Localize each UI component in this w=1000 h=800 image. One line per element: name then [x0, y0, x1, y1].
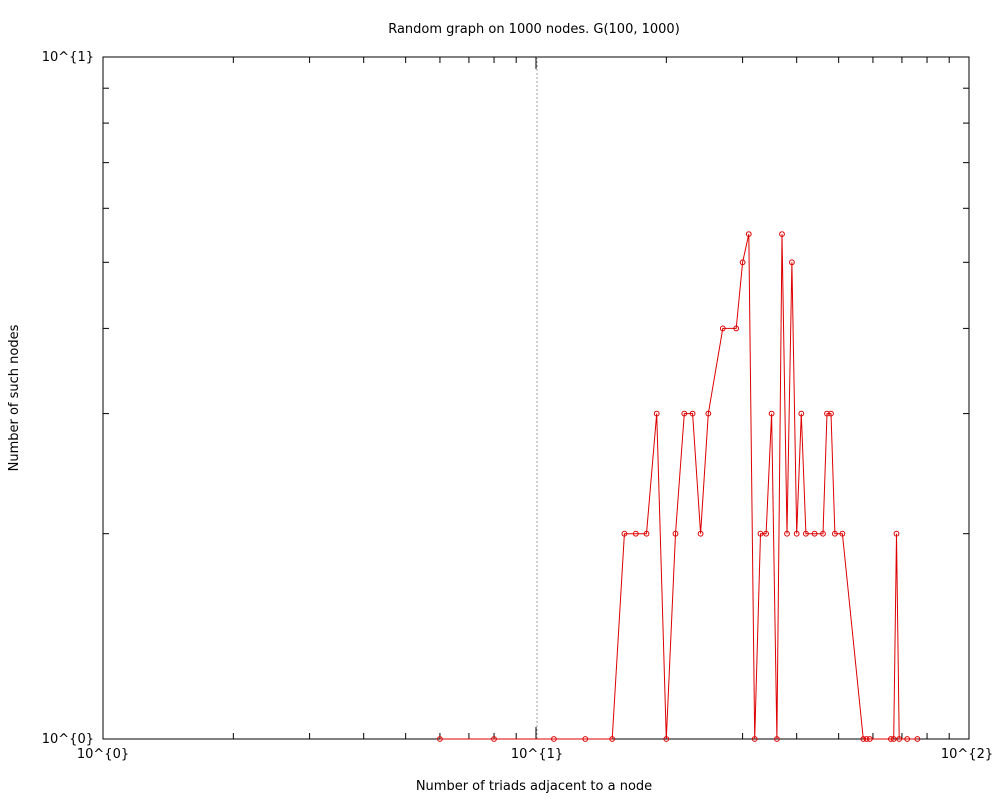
chart-title: Random graph on 1000 nodes. G(100, 1000): [388, 22, 680, 37]
data-point: [828, 410, 834, 417]
data-point: [663, 736, 670, 742]
data-point: [803, 530, 809, 537]
data-point: [739, 259, 746, 266]
data-point: [811, 530, 818, 537]
plot-frame: [102, 56, 970, 740]
y-tick-label-10: 10^{1}: [42, 50, 94, 65]
data-point: [697, 530, 704, 537]
x-tick-label-10: 10^{1}: [511, 747, 563, 762]
data-point: [798, 410, 805, 417]
data-point: [789, 259, 795, 266]
data-point: [705, 410, 712, 417]
data-point: [621, 530, 628, 537]
x-tick-label-1: 10^{0}: [77, 747, 129, 762]
data-point: [681, 410, 688, 417]
data-point: [793, 530, 800, 537]
data-point: [551, 736, 557, 742]
data-point: [689, 410, 696, 417]
data-point: [893, 530, 900, 537]
data-point: [768, 410, 775, 417]
data-point: [491, 736, 497, 742]
data-point: [896, 736, 903, 742]
data-point: [757, 530, 764, 537]
data-point: [860, 736, 867, 742]
data-point: [784, 530, 790, 537]
data-point: [745, 231, 752, 238]
data-point: [820, 530, 826, 537]
data-point: [774, 736, 780, 742]
series-line: [439, 233, 918, 740]
data-point: [437, 736, 443, 742]
data-point: [632, 530, 639, 537]
data-point: [904, 736, 911, 742]
data-point: [866, 736, 873, 742]
data-point: [653, 410, 660, 417]
y-axis-label: Number of such nodes: [7, 324, 22, 471]
data-point: [888, 736, 894, 742]
x-tick-label-100: 10^{2}: [941, 747, 993, 762]
data-point: [890, 736, 897, 742]
data-point: [609, 736, 616, 742]
data-point: [719, 325, 726, 332]
data-point: [643, 530, 650, 537]
x-axis-label: Number of triads adjacent to a node: [416, 779, 652, 794]
data-point: [582, 736, 589, 742]
data-point: [751, 736, 758, 742]
data-point: [863, 736, 870, 742]
data-point: [824, 410, 830, 417]
data-point: [733, 325, 740, 332]
data-point: [763, 530, 769, 537]
data-point: [914, 736, 921, 742]
y-tick-label-1: 10^{0}: [42, 732, 94, 747]
data-point: [779, 231, 785, 238]
data-point: [839, 530, 846, 537]
data-point: [672, 530, 679, 537]
data-point: [832, 530, 838, 537]
